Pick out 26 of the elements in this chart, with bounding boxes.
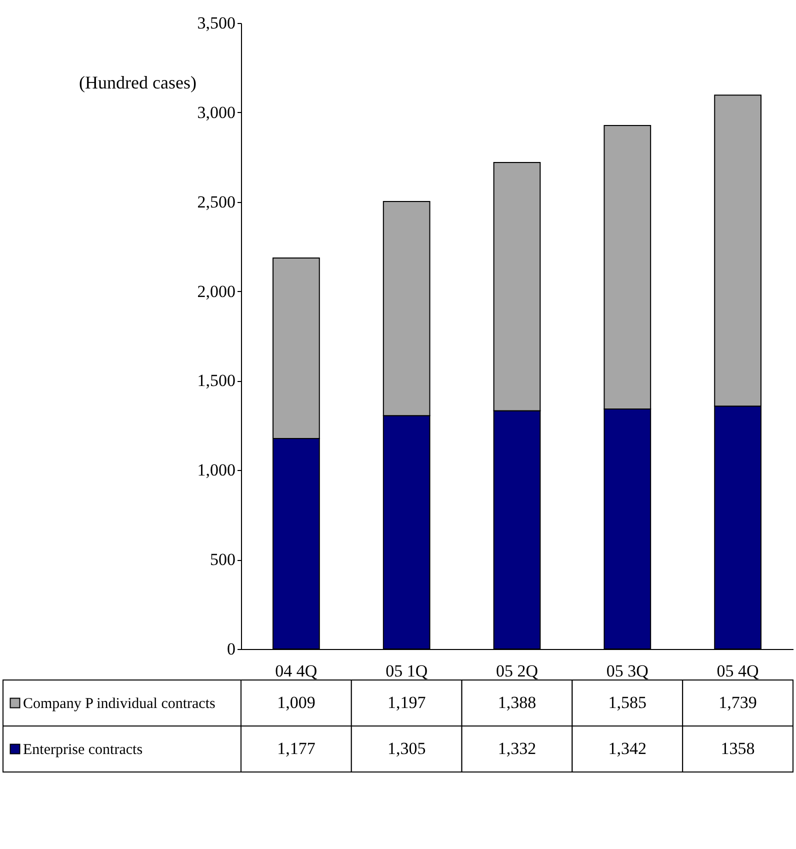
data-label: 1,332 bbox=[498, 739, 536, 758]
x-tick-label: 05 3Q bbox=[606, 662, 648, 680]
data-label: 1,342 bbox=[608, 739, 647, 758]
data-label: 1,009 bbox=[277, 693, 316, 712]
x-tick-label: 05 4Q bbox=[716, 662, 759, 680]
x-tick-label: 05 2Q bbox=[496, 662, 538, 680]
x-tick-label: 05 1Q bbox=[386, 662, 428, 680]
data-label: 1,197 bbox=[387, 693, 426, 712]
y-tick-label: 1,500 bbox=[197, 371, 236, 390]
y-tick-label: 1,000 bbox=[197, 460, 236, 480]
legend-label: Enterprise contracts bbox=[23, 742, 143, 758]
y-tick-label: 2,000 bbox=[197, 282, 236, 301]
x-tick-label: 04 4Q bbox=[275, 662, 318, 680]
data-label: 1,177 bbox=[277, 739, 316, 758]
legend-label: Company P individual contracts bbox=[23, 696, 216, 712]
y-tick-label: 3,500 bbox=[197, 14, 236, 32]
data-label: 1,739 bbox=[718, 693, 757, 712]
y-tick-label: 3,000 bbox=[197, 102, 236, 122]
data-label: 1358 bbox=[720, 739, 755, 758]
data-label: 1,305 bbox=[387, 739, 426, 758]
data-label: 1,585 bbox=[608, 693, 647, 712]
data-label: 1,388 bbox=[498, 693, 536, 712]
y-tick-label: 2,500 bbox=[197, 192, 236, 212]
y-tick-label: 500 bbox=[210, 550, 236, 570]
y-axis-title: (Hundred cases) bbox=[79, 72, 196, 92]
y-tick-label: 0 bbox=[227, 640, 236, 658]
